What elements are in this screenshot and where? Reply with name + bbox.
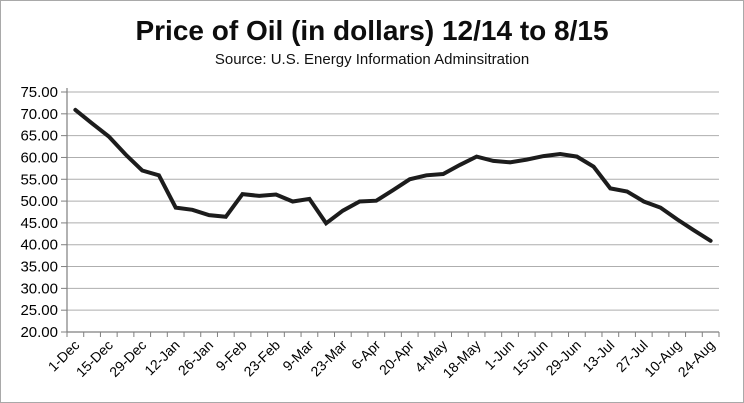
chart-title: Price of Oil (in dollars) 12/14 to 8/15 xyxy=(135,15,609,46)
x-tick-label: 15-Dec xyxy=(73,337,116,380)
x-axis-ticks xyxy=(66,332,720,337)
x-tick-label: 10-Aug xyxy=(641,337,684,380)
y-tick-label: 55.00 xyxy=(20,171,58,188)
y-tick-label: 40.00 xyxy=(20,237,58,254)
x-tick-label: 12-Jan xyxy=(141,337,183,379)
y-tick-label: 35.00 xyxy=(20,259,58,276)
y-tick-label: 25.00 xyxy=(20,302,58,319)
x-axis-labels: 1-Dec15-Dec29-Dec12-Jan26-Jan9-Feb23-Feb… xyxy=(45,337,718,382)
gridlines xyxy=(67,91,719,311)
y-tick-label: 50.00 xyxy=(20,193,58,210)
y-tick-label: 45.00 xyxy=(20,215,58,232)
y-tick-label: 60.00 xyxy=(20,149,58,166)
x-tick-label: 26-Jan xyxy=(175,337,217,379)
x-tick-label: 18-May xyxy=(439,337,483,381)
oil-price-series-line xyxy=(73,107,713,243)
chart-subtitle: Source: U.S. Energy Information Adminsit… xyxy=(214,51,530,68)
x-tick-label: 23-Mar xyxy=(307,337,350,380)
y-axis-ticks-and-labels: 20.00 25.00 30.00 35.00 40.00 45.00 50.00 55.00… xyxy=(20,84,67,341)
y-tick-label: 65.00 xyxy=(20,128,58,145)
x-tick-label: 20-Apr xyxy=(376,337,417,378)
y-tick-label: 70.00 xyxy=(20,106,58,123)
y-tick-label: 30.00 xyxy=(20,280,58,297)
y-tick-label: 75.00 xyxy=(20,84,58,101)
y-tick-label: 20.00 xyxy=(20,324,58,341)
x-tick-label: 23-Feb xyxy=(240,337,283,380)
x-tick-label: 24-Aug xyxy=(675,337,718,380)
x-tick-label: 15-Jun xyxy=(509,337,551,379)
x-tick-label: 13-Jul xyxy=(579,337,617,375)
x-tick-label: 29-Jun xyxy=(542,337,584,379)
axes xyxy=(66,88,719,333)
x-tick-label: 29-Dec xyxy=(106,337,149,380)
